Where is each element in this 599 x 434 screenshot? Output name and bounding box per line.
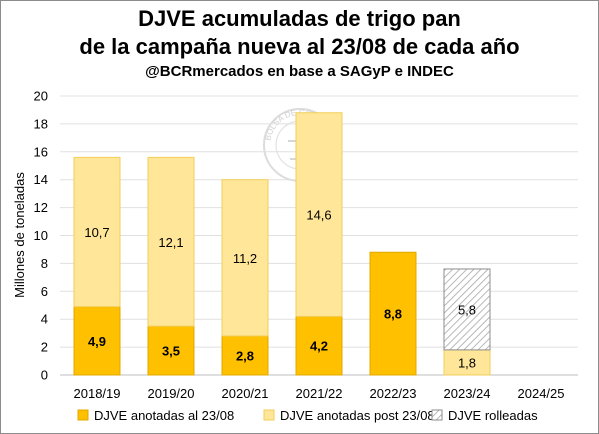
data-label: 3,5: [162, 344, 180, 359]
y-tick-label: 12: [34, 200, 48, 215]
y-tick-label: 8: [41, 256, 48, 271]
legend-label: DJVE rolleadas: [448, 408, 538, 423]
y-axis-ticks: 0 2 4 6 8 10 12 14 16 18 20: [34, 89, 48, 383]
data-label: 14,6: [306, 208, 331, 223]
y-tick-label: 10: [34, 228, 48, 243]
data-label: 10,7: [84, 225, 109, 240]
bar-segment: [295, 315, 343, 376]
data-label: 8,8: [384, 307, 402, 322]
y-tick-label: 16: [34, 144, 48, 159]
bar-segment: [73, 306, 121, 376]
y-tick-label: 0: [41, 368, 48, 383]
y-tick-label: 14: [34, 172, 48, 187]
y-tick-label: 20: [34, 89, 48, 104]
data-label: 2,8: [236, 348, 254, 363]
x-tick-label: 2019/20: [148, 386, 195, 401]
legend-label: DJVE anotadas post 23/08: [280, 408, 435, 423]
y-tick-label: 18: [34, 116, 48, 131]
data-label: 11,2: [233, 251, 257, 266]
chart-subtitle: @BCRmercados en base a SAGyP e INDEC: [145, 63, 454, 80]
x-tick-label: 2024/25: [518, 386, 565, 401]
bar-segment: [73, 156, 121, 308]
bar-segment: [147, 156, 195, 327]
bar-segment: [147, 325, 195, 376]
data-label: 4,9: [88, 334, 106, 349]
data-label: 5,8: [458, 302, 476, 317]
legend-label: DJVE anotadas al 23/08: [94, 408, 234, 423]
x-axis-ticks: 2018/19 2019/20 2020/21 2021/22 2022/23 2023/…: [74, 386, 565, 401]
x-tick-label: 2022/23: [370, 386, 417, 401]
bar-segment: [221, 179, 269, 337]
data-label: 1,8: [458, 355, 476, 370]
chart-title-line2: de la campaña nueva al 23/08 de cada año: [79, 34, 520, 59]
legend: DJVE anotadas al 23/08 DJVE anotadas post…: [77, 408, 538, 423]
bars: 4,9 10,7 3,5 12,1 2,8 11,2 4,2 14,6 8,8 1,8 5,8: [73, 112, 491, 376]
legend-swatch: [263, 409, 275, 421]
x-tick-label: 2021/22: [296, 386, 343, 401]
data-label: 4,2: [310, 339, 328, 354]
bar-segment: [221, 335, 269, 376]
data-label: 12,1: [158, 235, 183, 250]
bar-segment: [295, 112, 343, 317]
y-axis-label: Millones de toneladas: [12, 172, 27, 298]
bar-segment: [443, 268, 491, 351]
x-tick-label: 2020/21: [222, 386, 269, 401]
x-tick-label: 2023/24: [444, 386, 491, 401]
bar-segment: [443, 349, 491, 376]
y-tick-label: 2: [41, 340, 48, 355]
legend-swatch: [77, 409, 89, 421]
x-tick-label: 2018/19: [74, 386, 121, 401]
y-tick-label: 6: [41, 284, 48, 299]
chart-title: DJVE acumuladas de trigo pan: [138, 6, 461, 31]
y-tick-label: 4: [41, 312, 48, 327]
legend-swatch: [431, 409, 443, 421]
bar-segment: [369, 251, 417, 376]
